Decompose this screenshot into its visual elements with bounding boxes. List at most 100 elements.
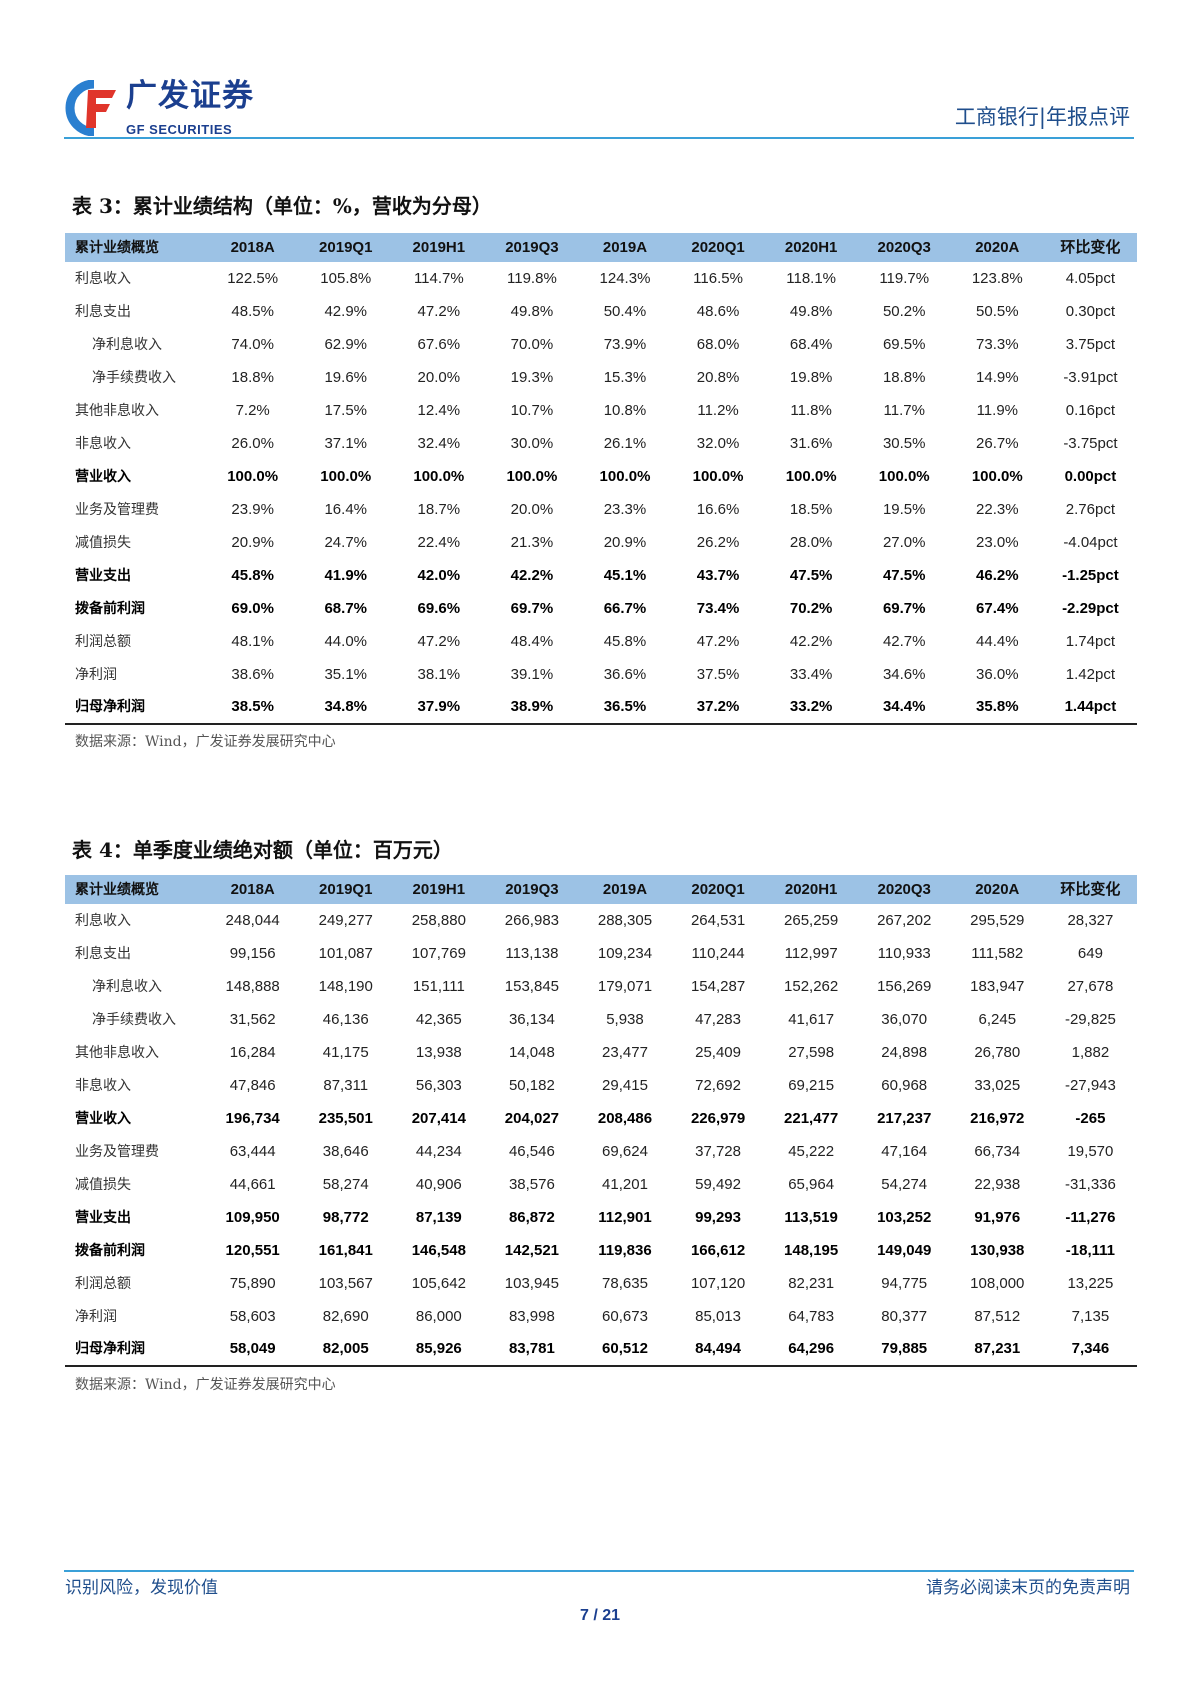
table-cell: 84,494 <box>695 1340 741 1357</box>
table-cell: 265,259 <box>784 911 839 929</box>
table-cell: 100.0% <box>971 467 1023 485</box>
table-cell: 82,690 <box>322 1307 369 1325</box>
table-row: 营业收入 100.0% 100.0% 100.0% 100.0% 100.0% 100.0%… <box>65 460 1137 493</box>
column-header: 2019H1 <box>412 880 466 898</box>
table-cell: 50.4% <box>603 302 647 320</box>
table-row: 净利润 38.6% 35.1% 38.1% 39.1% 36.6% 37.5% 33.4% 34… <box>65 658 1137 691</box>
table-cell: 103,567 <box>318 1274 373 1292</box>
table-cell: 46.2% <box>976 566 1019 584</box>
footer-disclaimer: 请务必阅读末页的免责声明 <box>926 1578 1130 1598</box>
table-cell: 54,274 <box>881 1175 928 1193</box>
table-cell: 142,521 <box>504 1241 560 1259</box>
table-cell: 23,477 <box>602 1043 648 1061</box>
row-label: 营业支出 <box>75 567 131 584</box>
table-cell: 204,027 <box>504 1109 560 1127</box>
table-cell: 86,000 <box>415 1307 462 1325</box>
table-cell: 122.5% <box>227 269 279 287</box>
table-cell: 85,013 <box>695 1307 741 1325</box>
table-cell: 69.5% <box>882 335 926 353</box>
table-row: 拨备前利润 69.0% 68.7% 69.6% 69.7% 66.7% 73.4% 70.2%… <box>65 592 1137 625</box>
table-cell: 36.5% <box>603 698 647 715</box>
table-cell: 18.7% <box>417 500 461 518</box>
row-label: 净利息收入 <box>92 978 162 995</box>
table-cell: 70.0% <box>510 335 554 353</box>
table-cell: 82,231 <box>788 1274 835 1292</box>
table-row: 非息收入 47,846 87,311 56,303 50,182 29,415 72,692… <box>65 1069 1137 1102</box>
table-cell: -29,825 <box>1064 1010 1116 1028</box>
table-cell: 7,346 <box>1071 1340 1110 1357</box>
table-cell: 45.1% <box>603 566 647 584</box>
table-cell: 1,882 <box>1071 1043 1110 1061</box>
table-cell: 40,906 <box>415 1175 462 1193</box>
table-cell: 120,551 <box>225 1241 280 1259</box>
table-cell: -18,111 <box>1065 1241 1116 1259</box>
row-label: 利息收入 <box>75 270 131 287</box>
column-header: 2019Q3 <box>505 238 559 256</box>
table-row: 净手续费收入 18.8% 19.6% 20.0% 19.3% 15.3% 20.8% 19.8… <box>65 361 1137 394</box>
row-label: 利润总额 <box>75 633 131 650</box>
table-cell: 148,195 <box>784 1241 839 1259</box>
table-cell: 26.0% <box>231 434 274 452</box>
row-label: 业务及管理费 <box>75 501 159 518</box>
table-cell: 99,156 <box>229 944 276 962</box>
table-cell: 226,979 <box>690 1109 746 1127</box>
table-cell: 119,836 <box>598 1241 652 1259</box>
table-cell: 47,164 <box>881 1142 928 1160</box>
table-cell: 36.0% <box>976 665 1019 683</box>
table4-title: 表 4：单季度业绩绝对额（单位：百万元） <box>72 838 453 862</box>
table-cell: 34.8% <box>324 698 368 715</box>
table-cell: 14,048 <box>508 1043 555 1061</box>
table-row: 净利润 58,603 82,690 86,000 83,998 60,673 85,013 6… <box>65 1300 1137 1333</box>
table-cell: 116.5% <box>693 269 743 287</box>
table-cell: 47.5% <box>789 566 833 584</box>
table-cell: 31.6% <box>789 434 833 452</box>
table-cell: 48.6% <box>696 302 740 320</box>
table-cell: 69.0% <box>231 599 274 617</box>
table-row: 其他非息收入 16,284 41,175 13,938 14,048 23,477 25,4… <box>65 1036 1137 1069</box>
table-cell: 100.0% <box>413 467 465 485</box>
table-cell: 37.9% <box>417 698 461 715</box>
table-cell: 70.2% <box>789 599 833 617</box>
table-cell: 5,938 <box>606 1010 644 1028</box>
table-cell: -27,943 <box>1064 1076 1116 1094</box>
column-header: 累计业绩概览 <box>75 239 159 256</box>
table-cell: 14.9% <box>976 368 1019 386</box>
table-cell: 16,284 <box>229 1043 276 1061</box>
table-cell: 19,570 <box>1067 1142 1114 1160</box>
table-cell: 69.7% <box>882 599 926 617</box>
table-cell: 10.8% <box>603 401 647 419</box>
table-cell: 0.30pct <box>1065 302 1116 320</box>
row-label: 净利润 <box>75 666 117 683</box>
table-cell: 19.6% <box>324 368 368 386</box>
table-cell: 27.0% <box>882 533 926 551</box>
table-row: 利润总额 75,890 103,567 105,642 103,945 78,635 107… <box>65 1267 1137 1300</box>
table-cell: 73.3% <box>976 335 1019 353</box>
table-row: 净利息收入 74.0% 62.9% 67.6% 70.0% 73.9% 68.0% 68.4%… <box>65 328 1137 361</box>
table-row: 业务及管理费 23.9% 16.4% 18.7% 20.0% 23.3% 16.6% 18.5… <box>65 493 1137 526</box>
table-cell: 24,898 <box>881 1043 928 1061</box>
table-cell: 10.7% <box>510 401 554 419</box>
table-cell: 235,501 <box>318 1109 373 1127</box>
table-cell: 27,598 <box>788 1043 835 1061</box>
table-cell: -265 <box>1075 1109 1106 1127</box>
table-cell: 12.4% <box>417 401 461 419</box>
table-cell: 2.76pct <box>1065 500 1116 518</box>
table-cell: 87,139 <box>415 1208 462 1226</box>
table-cell: 66.7% <box>603 599 647 617</box>
row-label: 营业收入 <box>75 468 131 485</box>
row-label: 净利润 <box>75 1308 117 1325</box>
column-header: 2020H1 <box>784 238 838 256</box>
table-cell: 148,888 <box>225 977 280 995</box>
table-cell: 36,070 <box>881 1010 928 1028</box>
table-cell: 35.1% <box>324 665 368 683</box>
column-header: 2020Q1 <box>691 880 745 898</box>
table-cell: 16.4% <box>324 500 368 518</box>
table-cell: 110,933 <box>877 944 931 962</box>
table-cell: 48.1% <box>231 632 274 650</box>
table-cell: 41,201 <box>602 1175 648 1193</box>
table-cell: 183,947 <box>970 977 1025 995</box>
table-cell: 30.5% <box>882 434 926 452</box>
table-cell: 63,444 <box>229 1142 276 1160</box>
table-cell: 59,492 <box>695 1175 741 1193</box>
table-row: 营业收入 196,734 235,501 207,414 204,027 208,486 2… <box>65 1102 1137 1135</box>
